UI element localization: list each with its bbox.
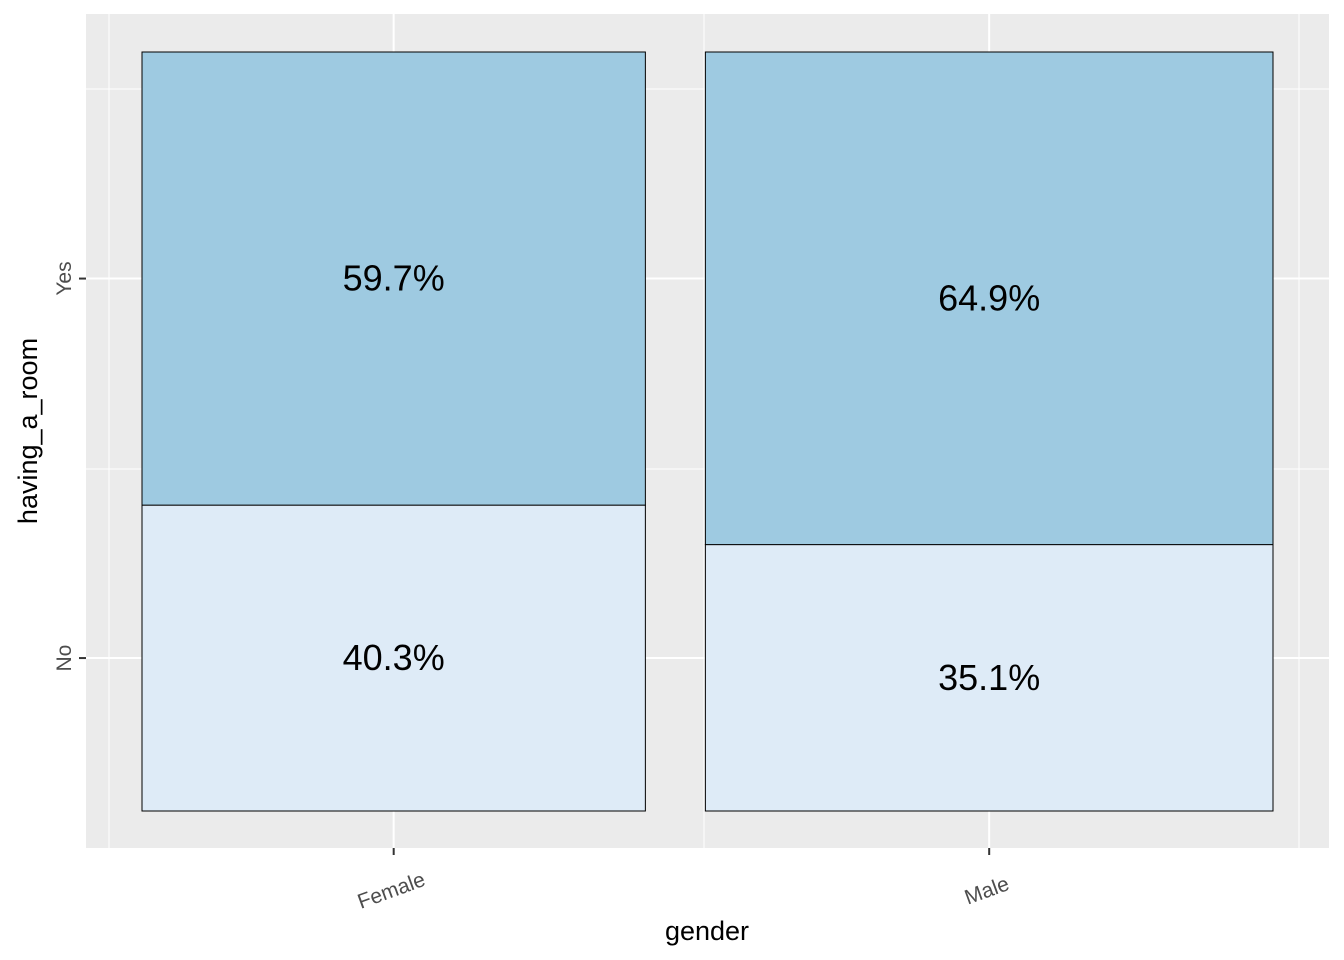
tile-female-yes [141,51,646,506]
x-tick-label-female: Female [355,868,429,914]
y-tick-label-yes: Yes [53,261,76,295]
tiles [141,51,1274,812]
data-label-female-no: 40.3% [343,637,445,678]
x-axis-title: gender [665,916,749,946]
y-tick-label-no: No [53,645,76,672]
data-labels: 40.3% 59.7% 35.1% 64.9% [343,258,1041,698]
x-tick-label-male: Male [962,872,1013,909]
tile-female-no [141,504,646,812]
data-label-male-no: 35.1% [938,657,1040,698]
data-label-male-yes: 64.9% [938,277,1040,318]
tile-male-yes [704,51,1274,546]
y-axis-title: having_a_room [13,338,43,524]
data-label-female-yes: 59.7% [343,258,445,299]
